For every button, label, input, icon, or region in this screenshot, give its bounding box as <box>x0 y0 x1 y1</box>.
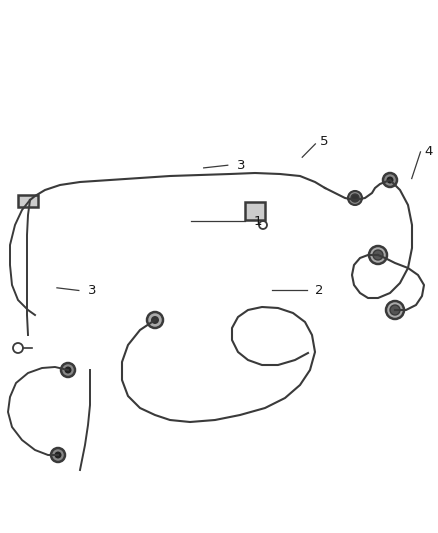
Circle shape <box>386 301 404 319</box>
FancyBboxPatch shape <box>245 202 265 220</box>
Circle shape <box>351 194 359 202</box>
Circle shape <box>51 448 65 462</box>
Circle shape <box>151 316 159 324</box>
Text: 2: 2 <box>315 284 324 297</box>
Circle shape <box>61 363 75 377</box>
Circle shape <box>373 250 383 260</box>
Circle shape <box>369 246 387 264</box>
Circle shape <box>64 367 71 374</box>
Circle shape <box>383 173 397 187</box>
Text: 5: 5 <box>320 135 328 148</box>
Circle shape <box>348 191 362 205</box>
Text: 1: 1 <box>254 215 262 228</box>
Circle shape <box>54 451 61 458</box>
Text: 4: 4 <box>425 146 433 158</box>
Text: 3: 3 <box>88 284 96 297</box>
Circle shape <box>386 176 393 183</box>
FancyBboxPatch shape <box>18 195 38 207</box>
Text: 3: 3 <box>237 159 245 172</box>
Circle shape <box>390 305 400 315</box>
Circle shape <box>147 312 163 328</box>
